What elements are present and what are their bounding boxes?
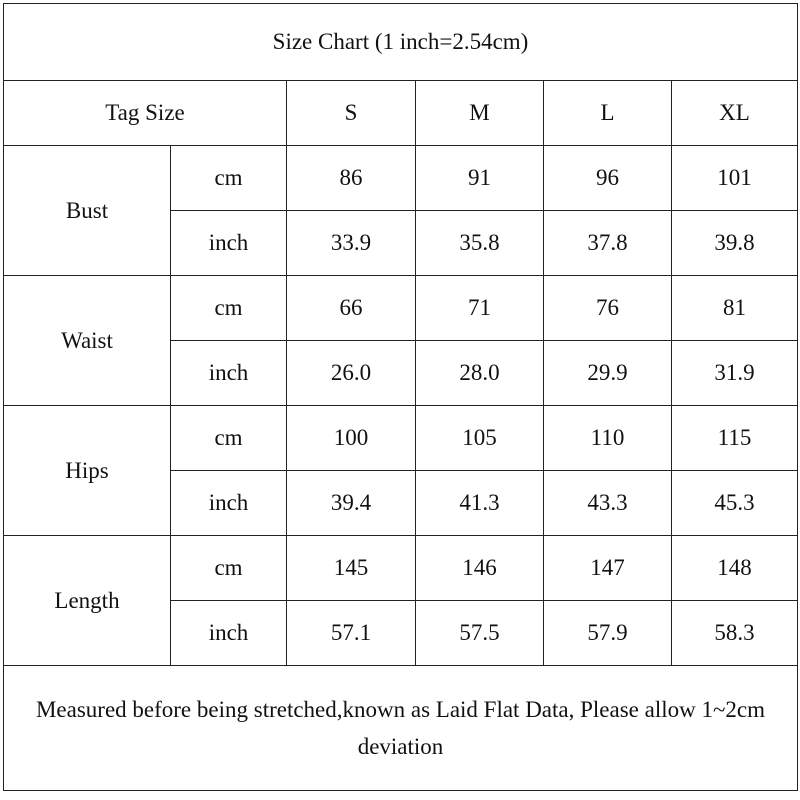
size-chart: Size Chart (1 inch=2.54cm) Tag Size S M L XL B… bbox=[3, 3, 798, 791]
table-title: Size Chart (1 inch=2.54cm) bbox=[3, 3, 798, 81]
size-header: XL bbox=[671, 80, 798, 146]
measure-name: Bust bbox=[3, 145, 171, 276]
unit: cm bbox=[170, 145, 287, 211]
table-row: inch 26.0 28.0 29.9 31.9 bbox=[4, 340, 798, 406]
size-value: 33.9 bbox=[286, 210, 416, 276]
measure-name: Waist bbox=[3, 275, 171, 406]
unit: cm bbox=[170, 405, 287, 471]
table-row: Waist cm 66 71 76 81 bbox=[3, 275, 798, 406]
size-value: 146 bbox=[415, 535, 544, 601]
size-header: S bbox=[286, 80, 416, 146]
size-value: 57.5 bbox=[415, 600, 544, 666]
unit: cm bbox=[170, 275, 287, 341]
size-value: 81 bbox=[671, 275, 798, 341]
unit: inch bbox=[170, 470, 287, 536]
size-header: M bbox=[415, 80, 544, 146]
size-header: L bbox=[543, 80, 672, 146]
size-value: 147 bbox=[543, 535, 672, 601]
measure-name: Hips bbox=[3, 405, 171, 536]
size-value: 91 bbox=[415, 145, 544, 211]
size-value: 76 bbox=[543, 275, 672, 341]
table-body: Size Chart (1 inch=2.54cm) Tag Size S M L XL B… bbox=[3, 3, 798, 791]
table-row: Tag Size S M L XL bbox=[3, 80, 798, 146]
size-value: 57.9 bbox=[543, 600, 672, 666]
size-value: 43.3 bbox=[543, 470, 672, 536]
size-value: 45.3 bbox=[671, 470, 798, 536]
size-value: 39.4 bbox=[286, 470, 416, 536]
unit: inch bbox=[170, 210, 287, 276]
size-value: 96 bbox=[543, 145, 672, 211]
size-value: 66 bbox=[286, 275, 416, 341]
size-value: 37.8 bbox=[543, 210, 672, 276]
size-value: 28.0 bbox=[415, 340, 544, 406]
table-row: inch 39.4 41.3 43.3 45.3 bbox=[4, 470, 798, 536]
unit: inch bbox=[170, 600, 287, 666]
table-row: inch 57.1 57.5 57.9 58.3 bbox=[4, 600, 798, 666]
table-row: Bust cm 86 91 96 101 bbox=[3, 145, 798, 276]
size-value: 145 bbox=[286, 535, 416, 601]
size-value: 58.3 bbox=[671, 600, 798, 666]
size-value: 100 bbox=[286, 405, 416, 471]
size-value: 148 bbox=[671, 535, 798, 601]
table-row: Length cm 145 146 147 148 bbox=[3, 535, 798, 666]
size-value: 29.9 bbox=[543, 340, 672, 406]
size-value: 35.8 bbox=[415, 210, 544, 276]
size-value: 110 bbox=[543, 405, 672, 471]
size-value: 57.1 bbox=[286, 600, 416, 666]
size-value: 39.8 bbox=[671, 210, 798, 276]
footnote: Measured before being stretched,known as… bbox=[3, 665, 798, 791]
size-value: 115 bbox=[671, 405, 798, 471]
table-row: Hips cm 100 105 110 115 bbox=[3, 405, 798, 536]
measure-name: Length bbox=[3, 535, 171, 666]
table-row: Size Chart (1 inch=2.54cm) bbox=[3, 3, 798, 81]
table-row: Measured before being stretched,known as… bbox=[3, 665, 798, 791]
size-value: 105 bbox=[415, 405, 544, 471]
header-label: Tag Size bbox=[3, 80, 287, 146]
size-value: 71 bbox=[415, 275, 544, 341]
unit: cm bbox=[170, 535, 287, 601]
size-value: 101 bbox=[671, 145, 798, 211]
size-value: 86 bbox=[286, 145, 416, 211]
unit: inch bbox=[170, 340, 287, 406]
size-value: 41.3 bbox=[415, 470, 544, 536]
size-value: 26.0 bbox=[286, 340, 416, 406]
size-value: 31.9 bbox=[671, 340, 798, 406]
